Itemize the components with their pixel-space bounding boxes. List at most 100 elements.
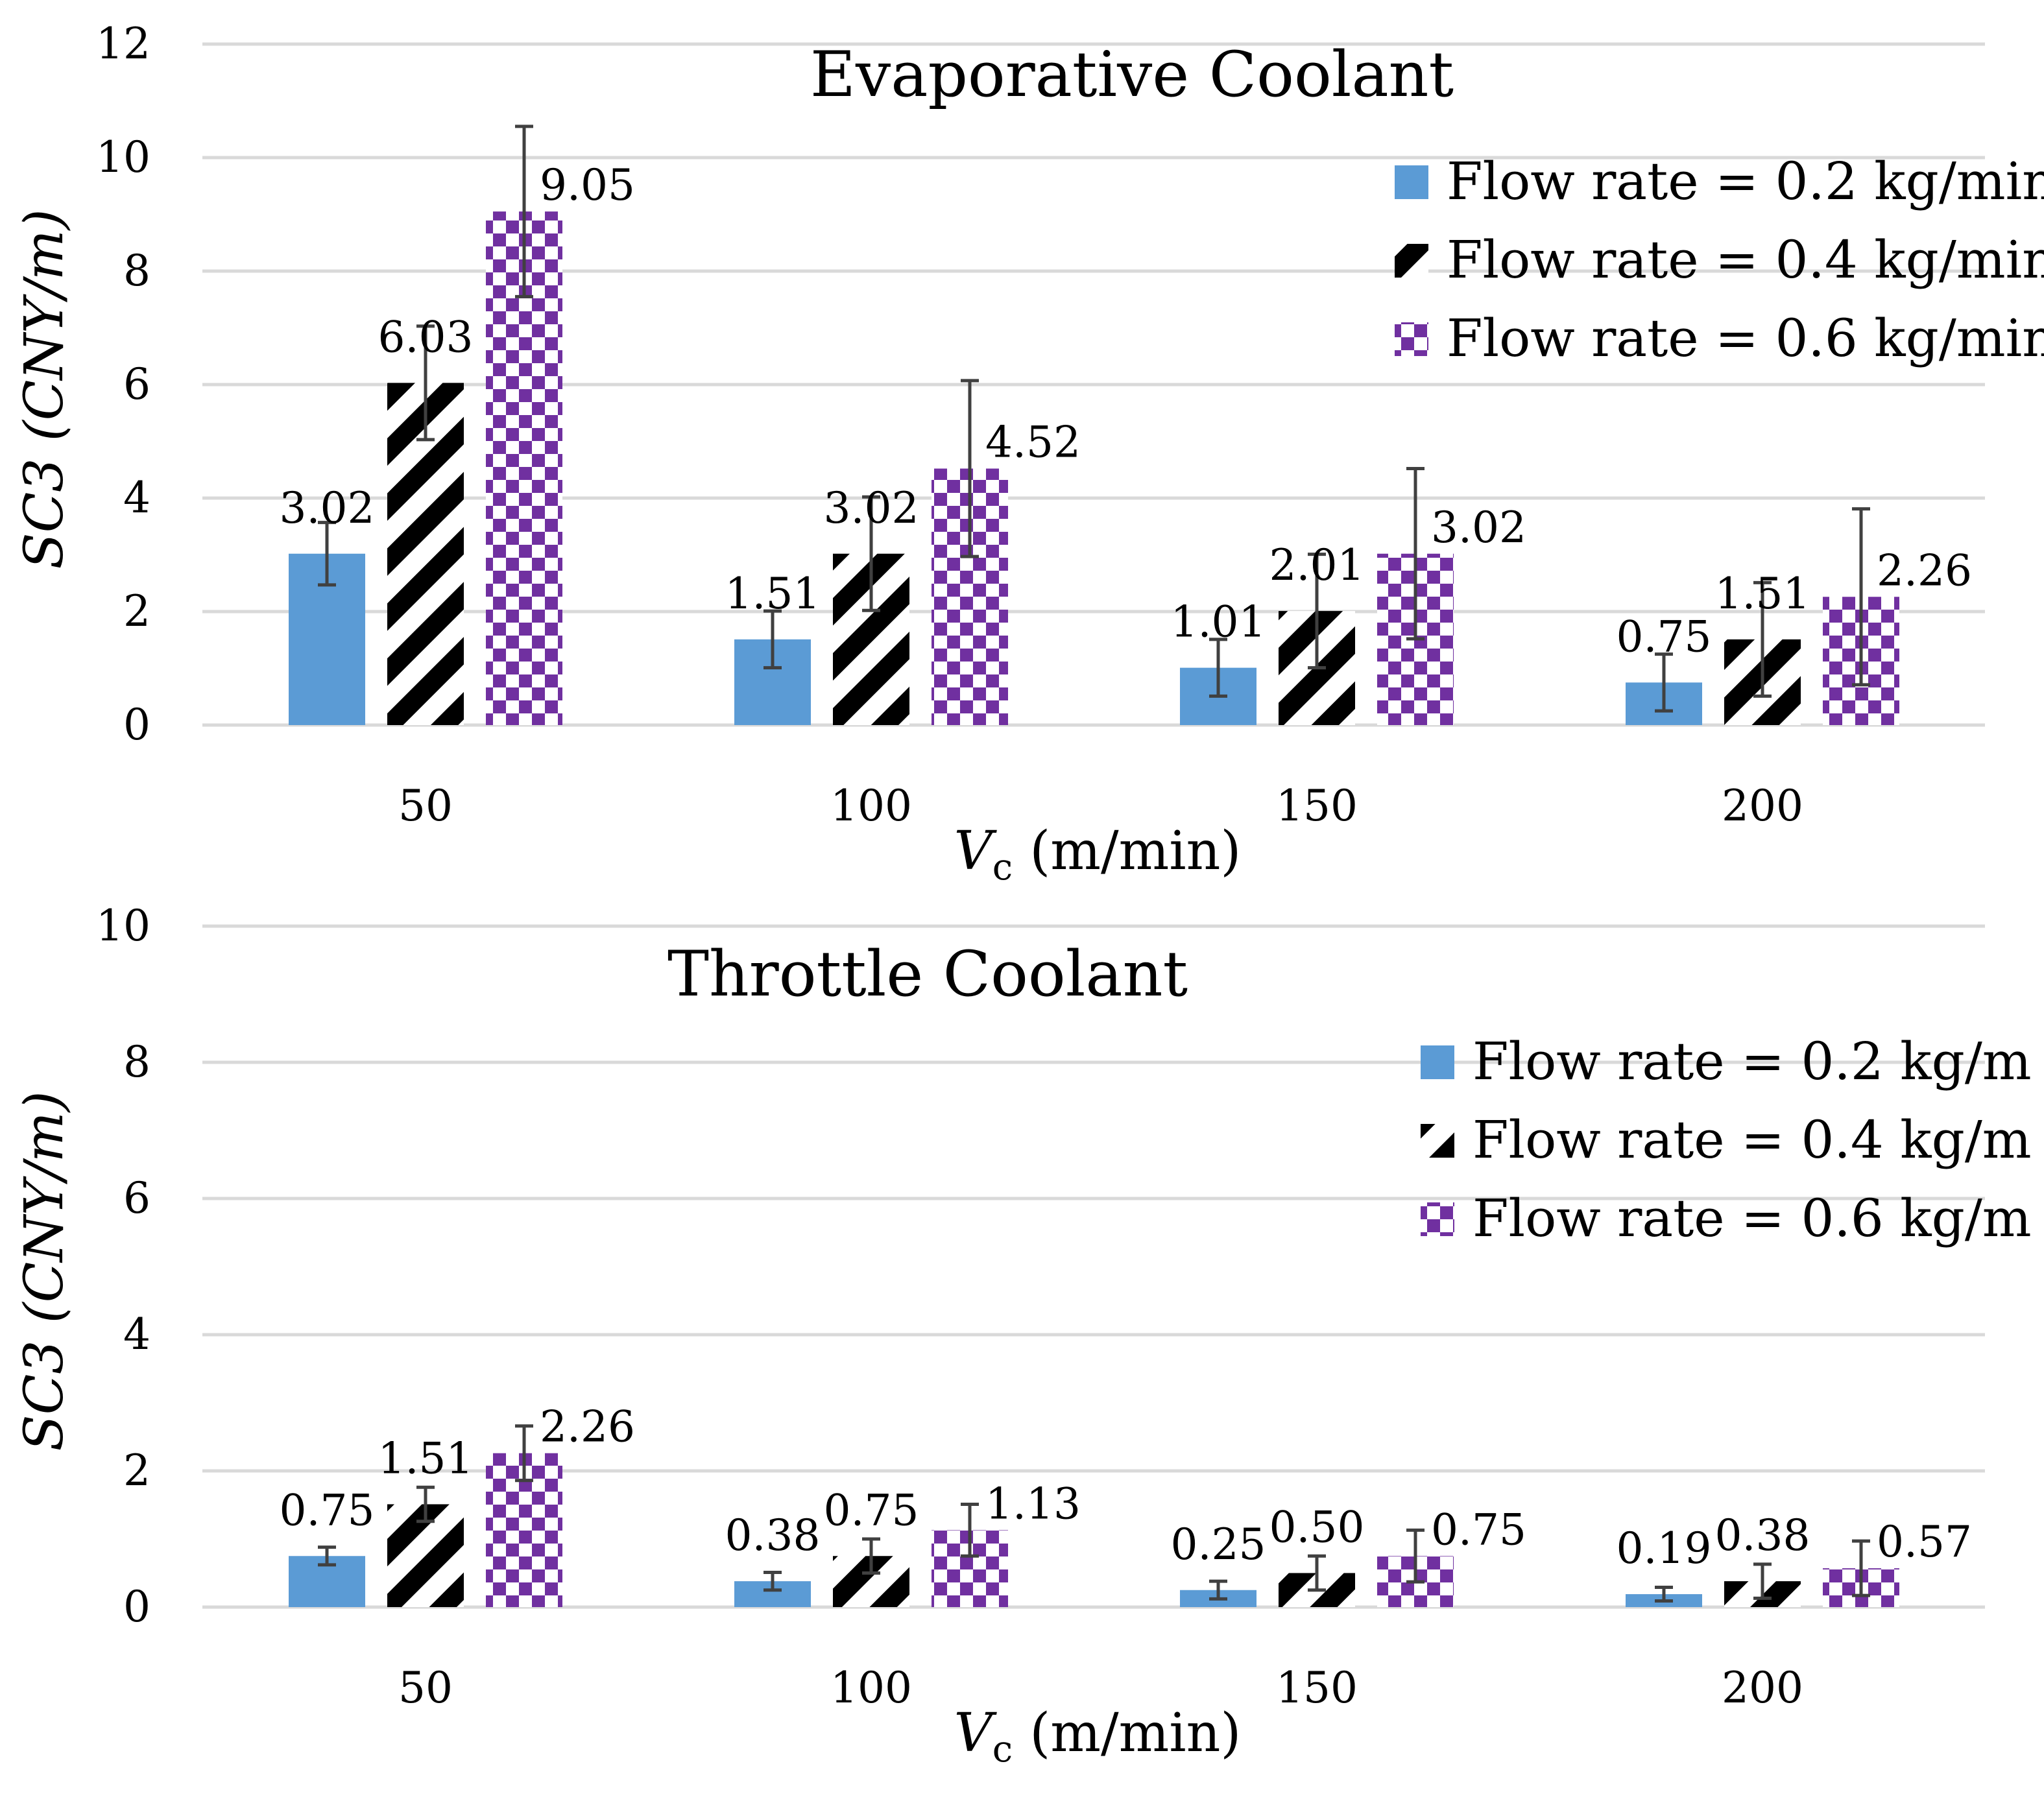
y-tick-label: 0 [123, 700, 150, 750]
legend-label: Flow rate = 0.2 kg/m [1473, 1031, 2032, 1091]
y-tick-label: 8 [123, 246, 150, 296]
y-tick-label: 2 [123, 1446, 150, 1496]
error-bar [1655, 1586, 1673, 1603]
legend-swatch-solid [1395, 165, 1428, 199]
legend-item-0: Flow rate = 0.2 kg/m [1421, 1031, 2032, 1091]
error-bar [1655, 652, 1673, 713]
x-tick-label: 200 [1722, 781, 1803, 831]
y-axis-title: SC3 (CNY/m) [14, 1091, 75, 1451]
error-bar [416, 324, 435, 442]
data-label: 0.75 [280, 1485, 375, 1535]
error-bar [961, 1502, 979, 1558]
error-bar [318, 521, 336, 587]
error-bar [416, 1485, 435, 1523]
legend-label: Flow rate = 0.6 kg/m [1473, 1188, 2032, 1248]
data-label: 0.19 [1617, 1523, 1712, 1573]
error-bar [1406, 467, 1425, 641]
error-bar [1852, 507, 1870, 687]
legend-item-0: Flow rate = 0.2 kg/min [1395, 151, 2044, 211]
x-tick-label: 50 [398, 781, 453, 831]
x-tick-label: 100 [830, 781, 912, 831]
data-label: 9.05 [540, 160, 635, 210]
y-tick-label: 6 [123, 1173, 150, 1223]
y-tick-labels: 0 2 4 6 8 10 [96, 901, 150, 1632]
y-tick-label: 2 [123, 586, 150, 636]
data-label: 2.26 [1877, 545, 1972, 595]
x-tick-label: 50 [398, 1663, 453, 1713]
y-tick-label: 10 [96, 132, 150, 182]
error-bar [862, 495, 880, 612]
data-label: 6.03 [378, 312, 474, 362]
data-label: 0.75 [1431, 1505, 1526, 1555]
data-label: 4.52 [985, 418, 1081, 468]
legend-label: Flow rate = 0.2 kg/min [1447, 151, 2044, 211]
x-tick-labels: 50 100 150 200 [398, 781, 1803, 831]
y-tick-label: 4 [123, 1309, 150, 1359]
error-bar [318, 1545, 336, 1567]
x-tick-label: 100 [830, 1663, 912, 1713]
error-bar [515, 125, 533, 298]
x-axis-subscript: c [992, 1728, 1013, 1771]
error-bar [1852, 1539, 1870, 1597]
y-tick-labels: 0 2 4 6 8 10 12 [96, 19, 150, 750]
x-axis-symbol: V [954, 820, 998, 882]
legend-item-2: Flow rate = 0.6 kg/m [1421, 1188, 2032, 1248]
legend-label: Flow rate = 0.4 kg/m [1473, 1110, 2032, 1170]
error-bars [318, 125, 1870, 713]
y-tick-label: 0 [123, 1582, 150, 1632]
data-label: 1.51 [378, 1433, 474, 1483]
data-label: 0.50 [1269, 1503, 1365, 1553]
legend-item-1: Flow rate = 0.4 kg/min [1395, 230, 2044, 290]
error-bar [763, 609, 782, 670]
data-label: 1.01 [1171, 597, 1266, 647]
y-tick-label: 8 [123, 1037, 150, 1087]
legend: Flow rate = 0.2 kg/min Flow rate = 0.4 k… [1395, 151, 2044, 368]
error-bar [1406, 1528, 1425, 1584]
error-bar [515, 1424, 533, 1483]
error-bar [763, 1570, 782, 1592]
data-label: 2.01 [1269, 540, 1365, 590]
legend: Flow rate = 0.2 kg/m Flow rate = 0.4 kg/… [1421, 1031, 2032, 1248]
data-label: 0.75 [1617, 612, 1712, 662]
y-tick-label: 10 [96, 901, 150, 951]
x-axis-unit: (m/min) [1013, 1702, 1241, 1764]
data-labels: 0.750.38 0.25 0.191.510.75 0.50 0.382.261.13… [280, 1402, 1972, 1573]
data-label: 0.38 [725, 1510, 821, 1560]
data-label: 0.57 [1877, 1517, 1972, 1567]
data-label: 0.75 [824, 1485, 919, 1535]
data-label: 1.51 [725, 569, 821, 619]
data-label: 3.02 [280, 483, 375, 533]
y-axis-title: SC3 (CNY/m) [14, 209, 75, 569]
x-axis-title: Vc (m/min) [954, 1702, 1242, 1771]
x-tick-label: 200 [1722, 1663, 1803, 1713]
y-tick-label: 4 [123, 473, 150, 523]
legend-swatch-solid [1421, 1045, 1454, 1079]
legend-label: Flow rate = 0.4 kg/min [1447, 230, 2044, 290]
data-label: 3.02 [824, 483, 919, 533]
data-label: 1.13 [985, 1479, 1081, 1529]
legend-label: Flow rate = 0.6 kg/min [1447, 308, 2044, 368]
x-axis-title: Vc (m/min) [954, 820, 1242, 889]
error-bar [1308, 553, 1326, 670]
error-bar [1209, 1579, 1227, 1601]
data-label: 0.25 [1171, 1520, 1266, 1569]
error-bar [862, 1537, 880, 1575]
error-bar [1753, 580, 1772, 698]
x-tick-labels: 50 100 150 200 [398, 1663, 1803, 1713]
data-label: 1.51 [1715, 569, 1810, 619]
legend-item-2: Flow rate = 0.6 kg/min [1395, 308, 2044, 368]
legend-swatch-stripes [1395, 244, 1428, 278]
legend-swatch-checker [1395, 322, 1428, 356]
legend-swatch-stripes [1421, 1124, 1454, 1158]
x-axis-subscript: c [992, 846, 1013, 889]
data-labels: 3.021.511.01 0.756.033.022.011.519.054.52… [280, 160, 1972, 662]
error-bar [1209, 638, 1227, 698]
y-tick-label: 12 [96, 19, 150, 69]
data-label: 0.38 [1715, 1510, 1810, 1560]
x-tick-label: 150 [1276, 1663, 1358, 1713]
error-bar [961, 379, 979, 558]
error-bars [318, 1424, 1870, 1603]
